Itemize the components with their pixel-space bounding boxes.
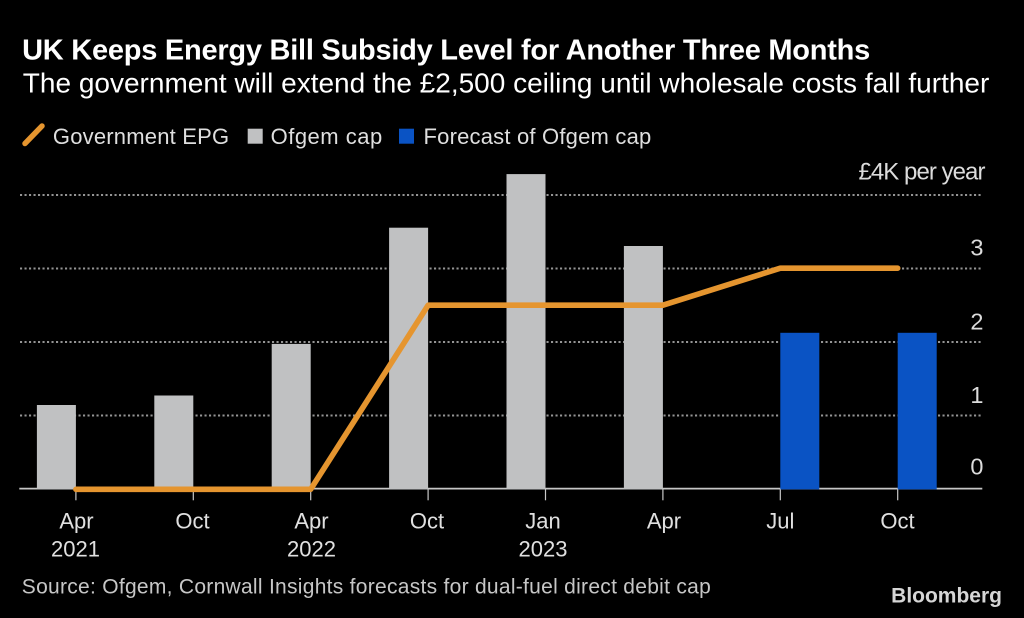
- svg-text:Jul: Jul: [766, 508, 794, 533]
- svg-text:Apr: Apr: [647, 508, 681, 533]
- svg-text:2: 2: [970, 308, 983, 334]
- svg-text:2023: 2023: [519, 536, 568, 561]
- svg-text:Apr: Apr: [294, 508, 328, 533]
- svg-text:Apr: Apr: [59, 508, 93, 533]
- svg-text:Ofgem cap: Ofgem cap: [271, 124, 383, 149]
- svg-text:2022: 2022: [287, 536, 336, 561]
- svg-text:1: 1: [970, 382, 983, 408]
- svg-text:Forecast of Ofgem cap: Forecast of Ofgem cap: [424, 124, 652, 149]
- svg-text:Oct: Oct: [175, 508, 209, 533]
- svg-text:Oct: Oct: [410, 508, 444, 533]
- svg-text:Source: Ofgem, Cornwall Insigh: Source: Ofgem, Cornwall Insights forecas…: [22, 575, 711, 598]
- svg-text:Government EPG: Government EPG: [53, 124, 229, 149]
- svg-text:Bloomberg: Bloomberg: [891, 585, 1002, 608]
- svg-text:The government will extend the: The government will extend the £2,500 ce…: [23, 67, 990, 98]
- svg-text:3: 3: [970, 235, 983, 261]
- svg-text:Oct: Oct: [880, 508, 914, 533]
- svg-text:2021: 2021: [51, 536, 100, 561]
- svg-text:0: 0: [970, 454, 983, 480]
- svg-text:£4K per year: £4K per year: [858, 159, 985, 186]
- svg-text:Jan: Jan: [525, 508, 560, 533]
- svg-text:UK Keeps Energy Bill Subsidy L: UK Keeps Energy Bill Subsidy Level for A…: [22, 35, 870, 67]
